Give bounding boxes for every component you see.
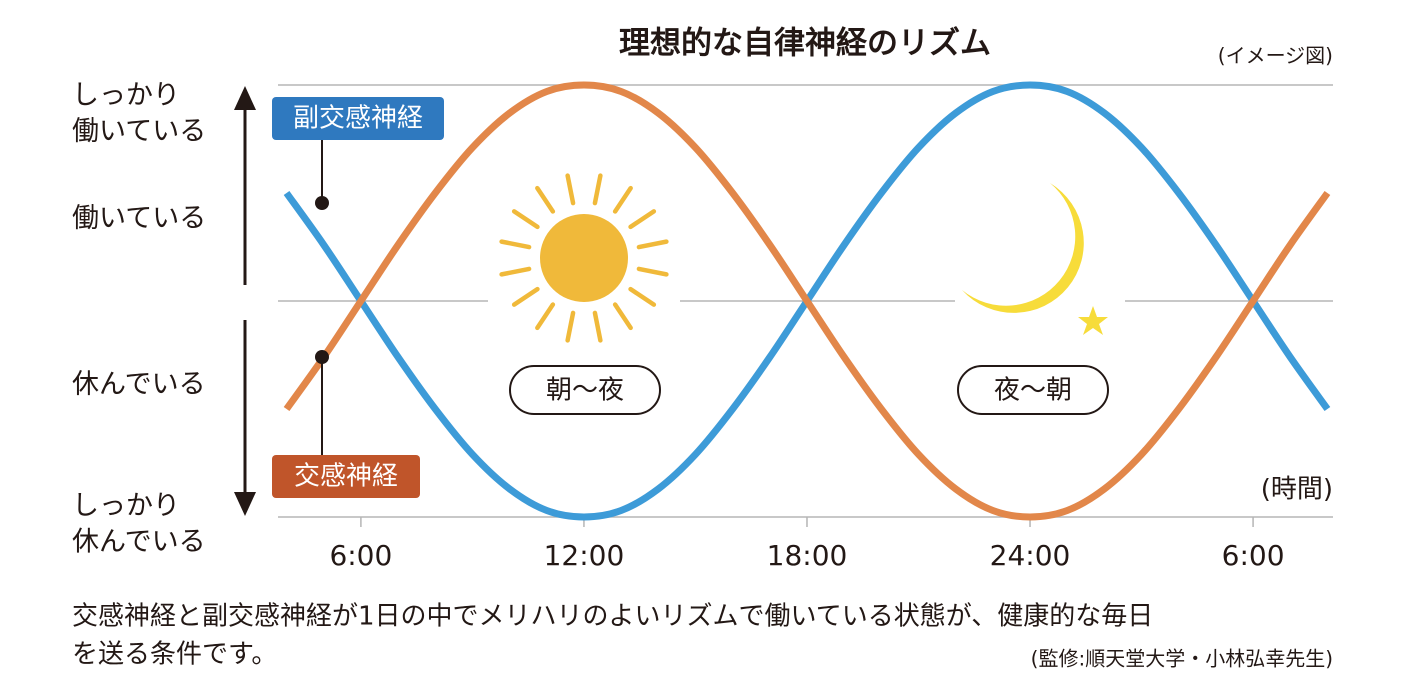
- x-tick-label: 6:00: [1222, 539, 1285, 572]
- y-tick-label-line: 働いている: [72, 202, 206, 233]
- x-axis-label: (時間): [1261, 475, 1333, 505]
- sun-ray: [612, 302, 633, 331]
- caption: 交感神経と副交感神経が1日の中でメリハリのよいリズムで働いている状態が、健康的な…: [72, 602, 1153, 632]
- y-arrows: [234, 86, 256, 516]
- leader-dot: [315, 196, 329, 210]
- sun-ray: [565, 310, 576, 343]
- moon-icon: [962, 183, 1084, 313]
- sun-ray: [565, 173, 576, 206]
- sun-ray: [511, 286, 540, 307]
- y-tick-label-line: 働いている: [72, 116, 206, 147]
- sun-ray: [592, 173, 603, 206]
- pill: [957, 365, 1109, 415]
- sun-ray: [636, 266, 669, 277]
- y-tick-label-line: しっかり: [72, 80, 180, 111]
- arrow-head: [234, 86, 256, 110]
- credit: (監修:順天堂大学・小林弘幸先生): [1031, 647, 1333, 671]
- pill: [509, 365, 661, 415]
- sun-ray: [499, 266, 532, 277]
- note: (イメージ図): [1218, 44, 1333, 68]
- x-tick-label: 24:00: [990, 539, 1071, 572]
- sun-ray: [535, 185, 556, 214]
- legend-box: [272, 97, 444, 140]
- chart-title: 理想的な自律神経のリズム: [619, 26, 991, 62]
- sun-ray: [511, 209, 540, 230]
- y-tick-label: しっかり働いている: [72, 80, 206, 147]
- x-tick-label: 18:00: [767, 539, 848, 572]
- sun-ray: [636, 239, 669, 250]
- y-tick-label-line: 休んでいる: [72, 526, 206, 557]
- sun-ray: [499, 239, 532, 250]
- star-icon: [1078, 306, 1108, 335]
- legend-label: 交感神経: [294, 462, 398, 492]
- annotation: 夜〜朝: [994, 376, 1072, 406]
- curves: [283, 81, 1331, 521]
- sun-disc: [540, 214, 628, 302]
- y-tick-label-line: しっかり: [72, 490, 180, 521]
- sun-ray: [628, 286, 657, 307]
- y-tick-label-line: 休んでいる: [72, 369, 206, 400]
- annotation: 朝〜夜: [546, 376, 624, 406]
- x-tick-label: 12:00: [544, 539, 625, 572]
- sun-ray: [628, 209, 657, 230]
- sun-ray: [612, 185, 633, 214]
- x-tick-label: 6:00: [329, 539, 392, 572]
- sun-ray: [592, 310, 603, 343]
- legend-box: [272, 455, 420, 498]
- sun-ray: [535, 302, 556, 331]
- y-tick-label: 休んでいる: [72, 369, 206, 400]
- sun-icon: [499, 173, 669, 343]
- y-tick-label: 働いている: [72, 202, 206, 233]
- arrow-head: [234, 492, 256, 516]
- legend-label: 副交感神経: [293, 104, 423, 134]
- series-line: [283, 81, 1331, 521]
- y-tick-label: しっかり休んでいる: [72, 490, 206, 557]
- leader-dot: [315, 350, 329, 364]
- caption: を送る条件です。: [72, 640, 277, 670]
